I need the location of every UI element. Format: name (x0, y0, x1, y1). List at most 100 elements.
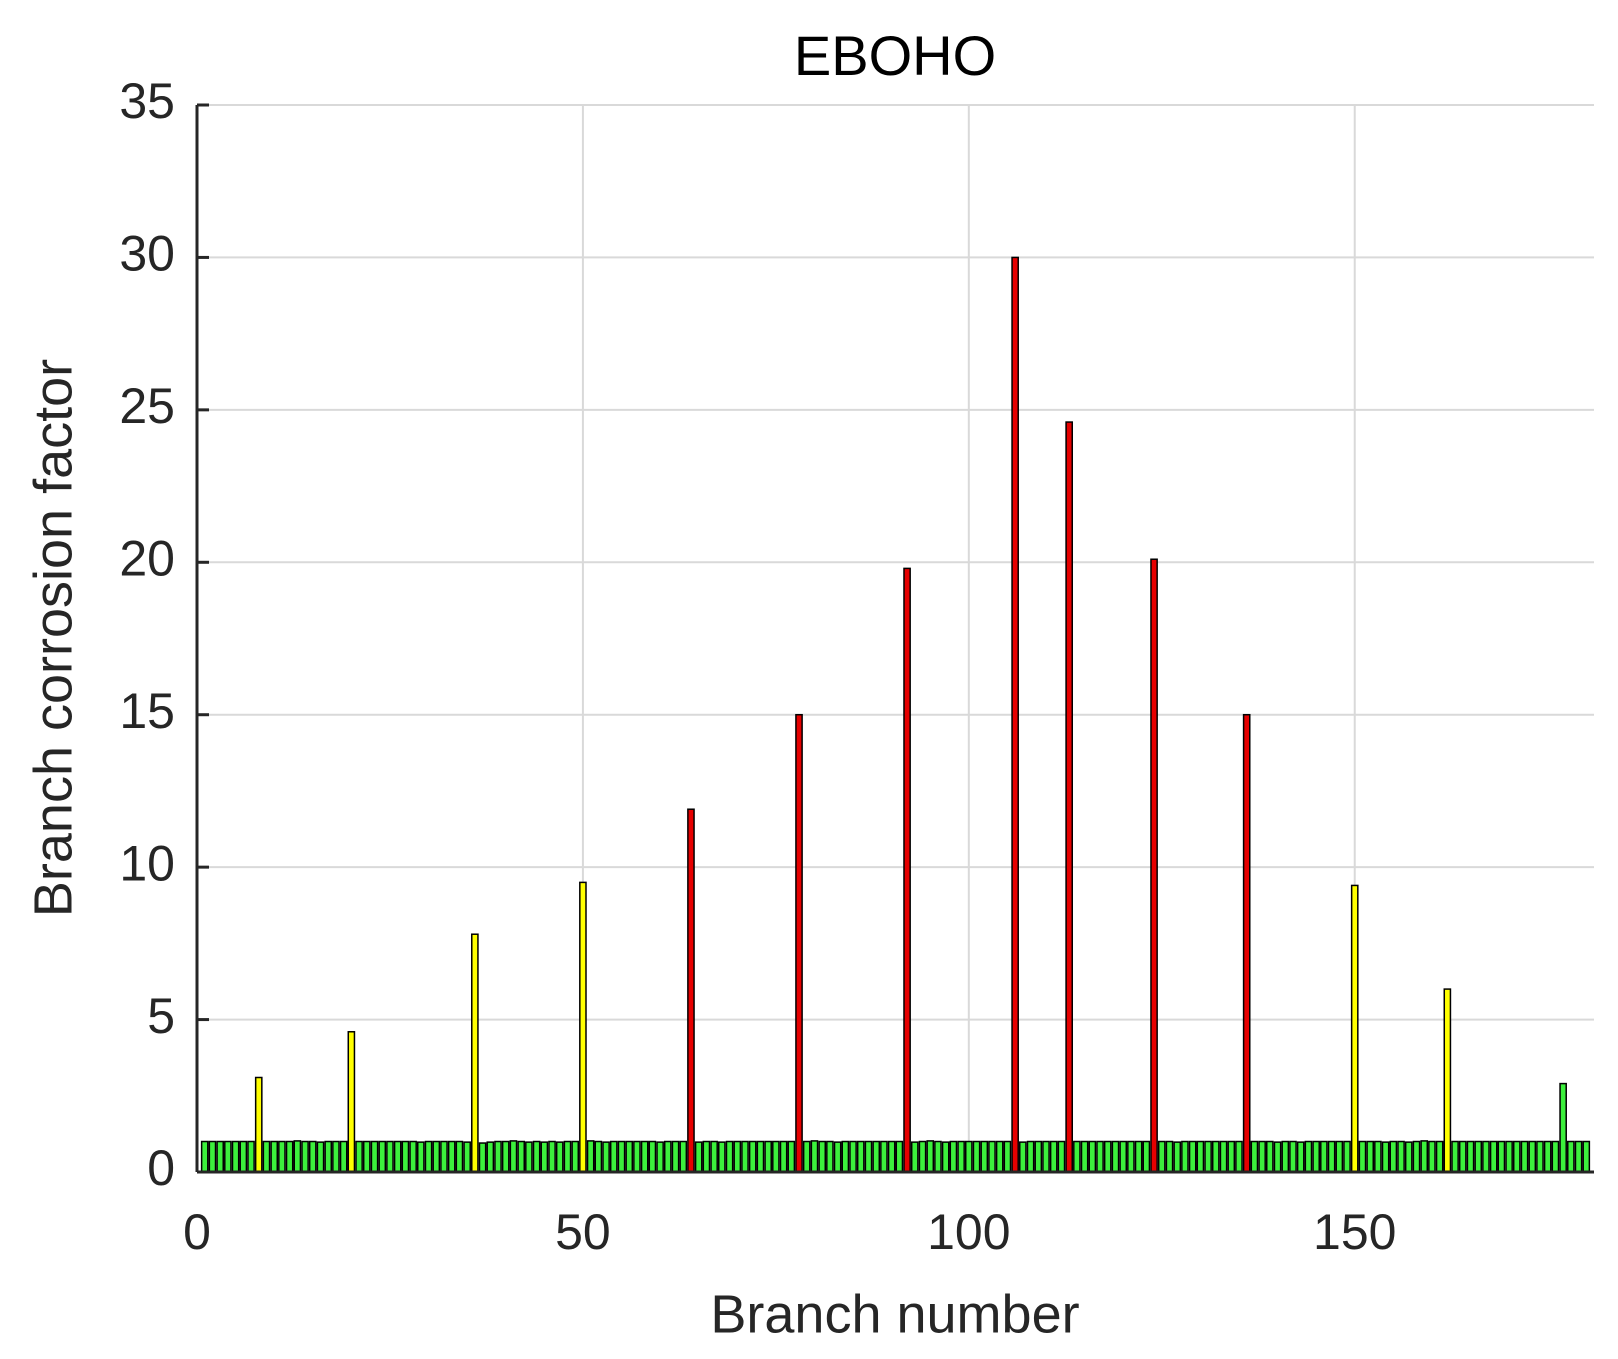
bar (926, 1140, 935, 1173)
bar (332, 1140, 340, 1173)
bar (262, 1140, 271, 1173)
bar (1420, 1140, 1429, 1173)
bar (1389, 1140, 1398, 1173)
bar (254, 1076, 263, 1173)
bar (1119, 1140, 1128, 1173)
bar (486, 1141, 495, 1173)
bar (910, 1141, 919, 1173)
bar (648, 1140, 657, 1173)
bar (972, 1140, 981, 1173)
bar (525, 1141, 533, 1173)
bar (285, 1140, 294, 1173)
bar (1258, 1140, 1266, 1173)
y-tick-label: 20 (119, 530, 175, 586)
bar (200, 1140, 209, 1173)
bar (1219, 1140, 1228, 1173)
bar (409, 1140, 417, 1173)
bar (532, 1140, 541, 1173)
bar (1412, 1140, 1421, 1173)
bar (1281, 1140, 1290, 1173)
bar (826, 1140, 834, 1173)
y-tick-label: 35 (119, 73, 175, 129)
bar (1026, 1140, 1035, 1173)
bar (702, 1140, 711, 1173)
bar (1173, 1141, 1182, 1173)
bar (964, 1140, 973, 1173)
bar (1474, 1140, 1483, 1173)
bar (787, 1140, 796, 1173)
bar (1374, 1140, 1382, 1173)
bar (1181, 1140, 1189, 1173)
bar (463, 1141, 471, 1173)
x-tick-label: 50 (555, 1204, 611, 1260)
bar (1358, 1140, 1367, 1173)
bar (1335, 1140, 1344, 1173)
bar (355, 1140, 363, 1173)
y-tick-label: 0 (147, 1140, 175, 1196)
bar (1551, 1140, 1560, 1173)
bar (980, 1140, 989, 1173)
bar (640, 1140, 649, 1173)
bar (656, 1141, 664, 1173)
bar (378, 1140, 387, 1173)
bar (555, 1141, 564, 1173)
bar (1250, 1140, 1259, 1173)
bar (1312, 1140, 1320, 1173)
bar (1011, 256, 1019, 1173)
bar (231, 1140, 240, 1173)
bar (1188, 1140, 1197, 1173)
bar (308, 1140, 317, 1173)
bar (1003, 1140, 1012, 1173)
bar (1235, 1140, 1243, 1173)
bar (494, 1140, 502, 1173)
bar (1343, 1140, 1351, 1173)
bar (988, 1140, 996, 1173)
bar (1103, 1140, 1112, 1173)
bar (247, 1140, 255, 1173)
bar (1196, 1140, 1205, 1173)
bar (517, 1140, 526, 1173)
bar (957, 1140, 965, 1173)
bar (941, 1141, 950, 1173)
bar (609, 1140, 618, 1173)
bar (278, 1140, 286, 1173)
bar (625, 1140, 634, 1173)
bar (1435, 1140, 1444, 1173)
bar (1242, 713, 1251, 1173)
bar (594, 1140, 603, 1173)
bar (1111, 1140, 1120, 1173)
bar (779, 1140, 788, 1173)
bar (1536, 1140, 1544, 1173)
bar (1350, 884, 1359, 1173)
bar (1165, 1140, 1174, 1173)
bar (687, 808, 695, 1173)
bar (718, 1141, 726, 1173)
bar (995, 1140, 1004, 1173)
bar (393, 1140, 402, 1173)
bar (579, 881, 587, 1173)
bar (324, 1140, 333, 1173)
bar (849, 1140, 857, 1173)
bar (1127, 1140, 1135, 1173)
bar (1273, 1141, 1282, 1173)
bar (1034, 1140, 1043, 1173)
bar (856, 1140, 865, 1173)
bar (293, 1140, 302, 1173)
bar (1080, 1140, 1089, 1173)
bar (1289, 1140, 1297, 1173)
bar (1543, 1140, 1552, 1173)
chart-title: EBOHO (794, 24, 996, 87)
bar (1057, 1140, 1066, 1173)
bar (1489, 1140, 1498, 1173)
bar (424, 1140, 433, 1173)
x-axis-label: Branch number (710, 1284, 1079, 1344)
bar (432, 1140, 441, 1173)
bar (864, 1140, 873, 1173)
y-tick-label: 15 (119, 683, 175, 739)
bar (748, 1140, 757, 1173)
bar (1096, 1140, 1104, 1173)
bar (818, 1140, 827, 1173)
bar (1466, 1140, 1475, 1173)
bar (447, 1140, 456, 1173)
bar (756, 1140, 765, 1173)
